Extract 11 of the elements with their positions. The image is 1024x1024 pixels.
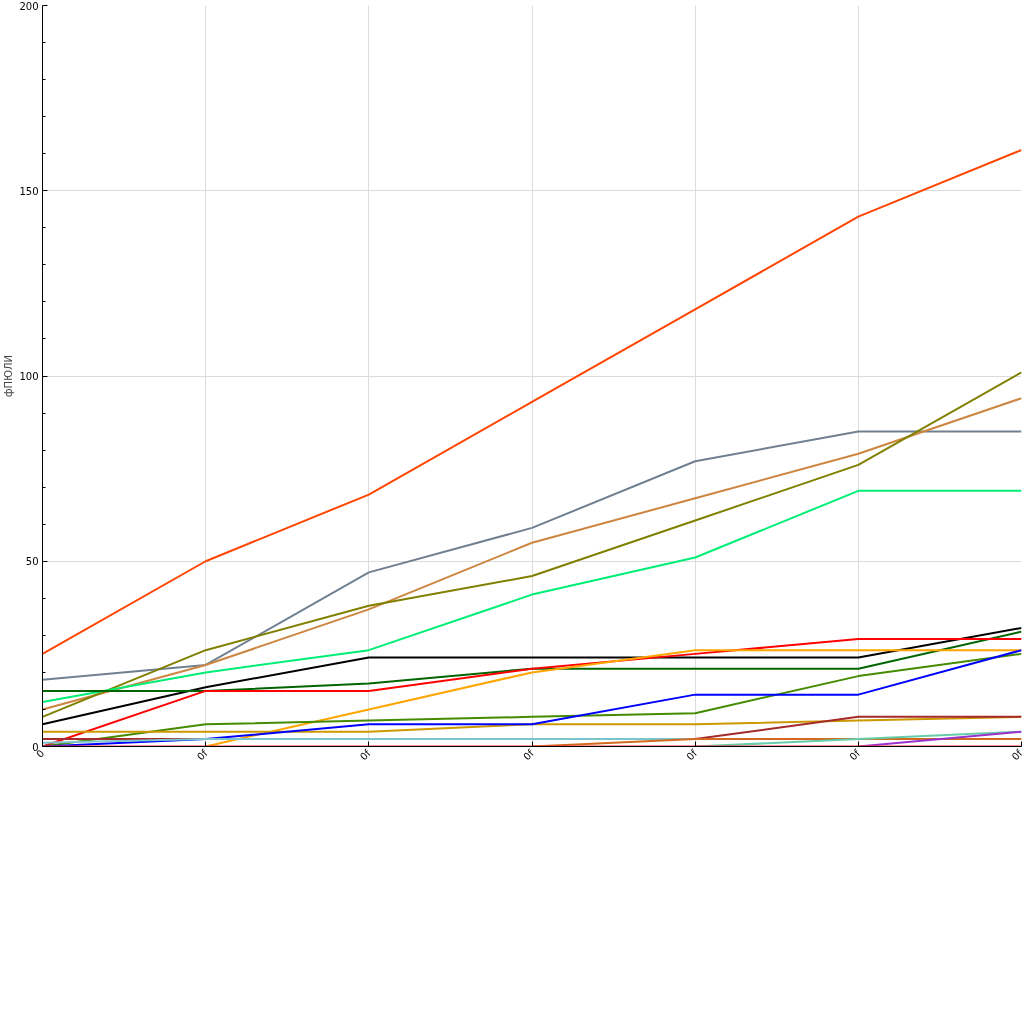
- x-tick-label: 0f: [357, 747, 374, 763]
- x-tick-label: 0f: [684, 747, 700, 763]
- x-tick-label: 0f: [194, 747, 210, 763]
- y-axis-title: фПЮЛИ: [3, 355, 15, 397]
- x-tick-label: 0f: [1009, 747, 1024, 763]
- y-tick-label: 100: [19, 371, 39, 382]
- y-tick-label: 50: [25, 556, 39, 568]
- x-tick-label: 0f: [521, 747, 537, 763]
- y-tick-label: 200: [19, 0, 39, 12]
- y-tick-label: 150: [19, 185, 39, 197]
- x-tick-label: 0f: [847, 747, 863, 763]
